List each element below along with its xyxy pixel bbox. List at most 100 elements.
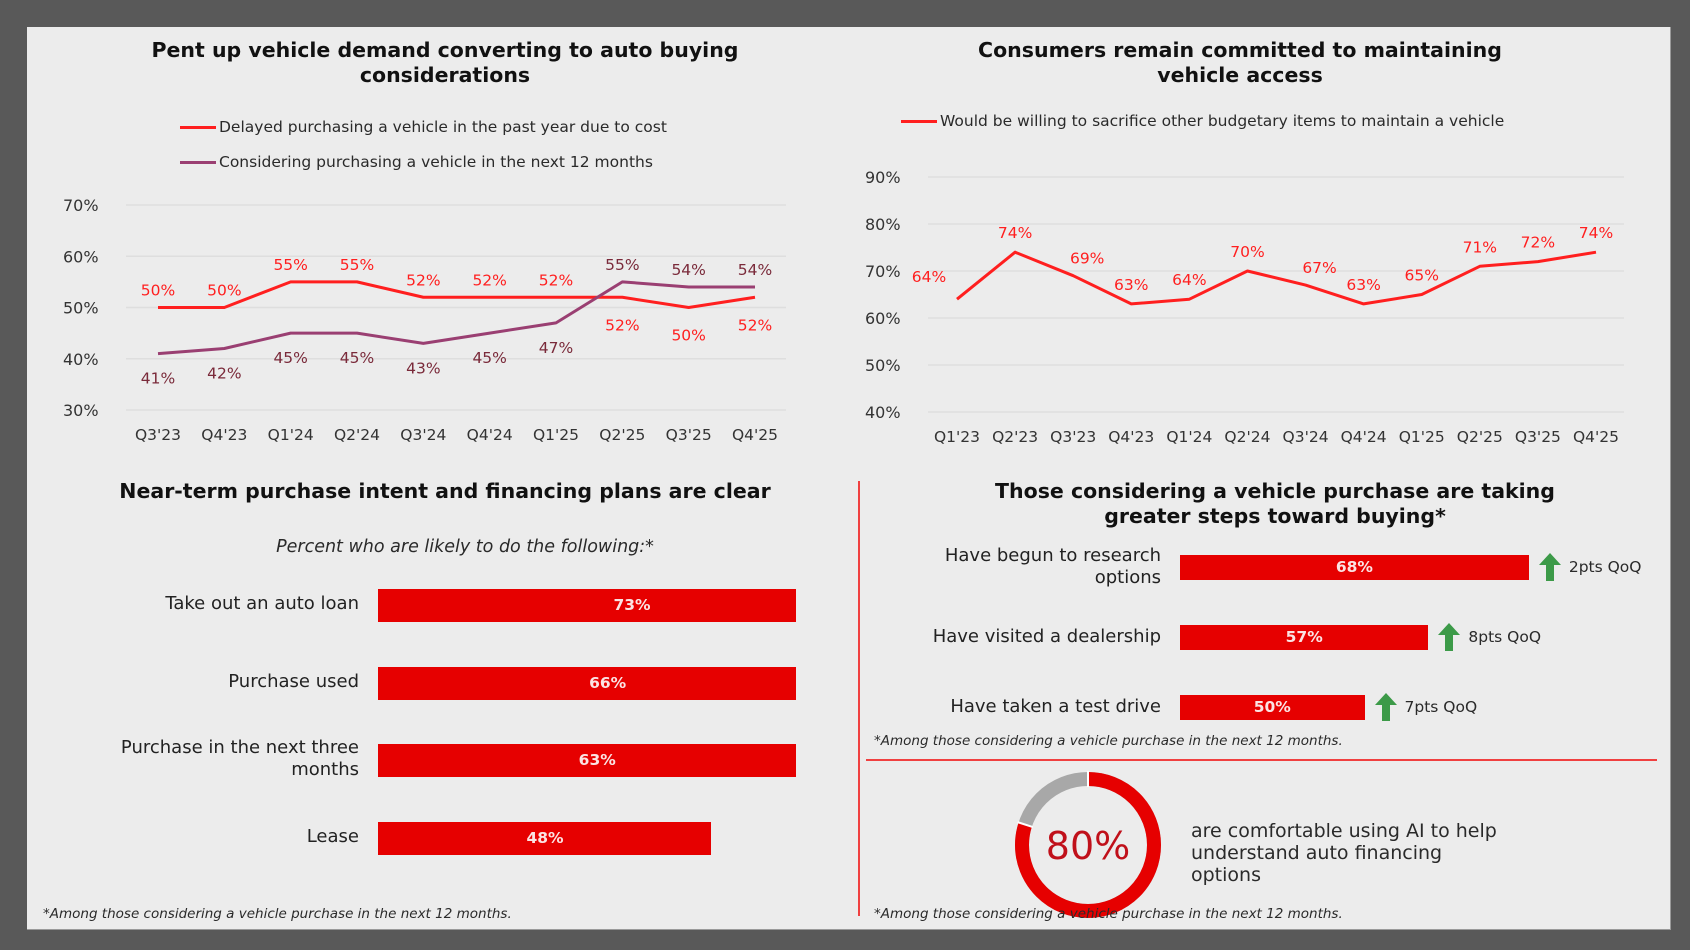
bar-category-label: Lease [306,826,359,847]
bar [1180,625,1429,650]
bar [1180,555,1529,580]
series-line-0 [956,250,1597,306]
data-label: 54% [671,261,705,279]
bar-category-label: Have visited a dealership [932,626,1161,647]
data-label: 71% [1463,238,1497,256]
data-label: 55% [273,256,307,274]
x-tick-label: Q1'24 [268,426,314,444]
y-tick-label: 90% [865,168,901,187]
bar-value-label: 68% [1335,558,1373,576]
donut-value-label: 80% [1046,824,1130,868]
data-label: 52% [539,271,573,289]
data-label: 42% [207,365,241,383]
x-tick-label: Q4'25 [1573,428,1619,446]
data-label: 52% [472,271,506,289]
data-label: 45% [472,349,506,367]
bar-value-label: 66% [589,674,627,692]
data-label: 64% [1172,271,1206,289]
y-tick-label: 80% [865,215,901,234]
data-label: 69% [1070,250,1104,268]
qoq-change: 8pts QoQ [1438,623,1541,651]
bar [378,589,796,622]
vertical-divider [858,481,860,916]
y-tick-label: 70% [63,196,99,215]
qoq-change: 7pts QoQ [1374,693,1477,721]
arrow-up-icon [1538,553,1561,581]
x-tick-label: Q1'24 [1166,428,1212,446]
x-tick-label: Q1'25 [1399,428,1445,446]
donut-footnote: *Among those considering a vehicle purch… [874,906,1343,922]
x-tick-label: Q2'23 [992,428,1038,446]
x-tick-label: Q4'23 [1108,428,1154,446]
bar-value-label: 63% [578,751,616,769]
qoq-change-label: 2pts QoQ [1568,558,1642,576]
data-label: 63% [1114,276,1148,294]
y-tick-label: 40% [63,350,99,369]
data-label: 74% [998,224,1032,242]
bar [378,744,796,777]
chart2-line-chart: 90% 80% 70% 60% 50% 40% Q1'23 Q2'23 Q3'23 Q4'23 Q1… [865,168,1624,446]
chart2-legend-item: Would be willing to sacrifice other budg… [901,112,1504,130]
data-label: 47% [539,339,573,357]
chart1-title: Pent up vehicle demand converting to aut… [151,38,739,87]
data-label: 55% [340,256,374,274]
donut-chart: 80% [1015,771,1161,918]
chart1-line-chart: 70% 60% 50% 40% 30% Q3'23 Q4'23 Q1'24 Q2'24 Q3'24… [63,196,786,444]
bar-category-label: Have begun to research options [944,545,1161,588]
y-tick-label: 40% [865,403,901,422]
data-label: 74% [1579,224,1613,242]
bar-category-label: Purchase in the next three months [120,737,359,780]
data-label: 41% [141,370,175,388]
data-label: 67% [1302,259,1336,277]
x-tick-label: Q1'23 [934,428,980,446]
bar-category-label: Purchase used [228,671,359,692]
x-tick-label: Q3'23 [135,426,181,444]
legend-swatch-red [901,119,937,123]
chart4-title: Those considering a vehicle purchase are… [995,479,1555,528]
y-tick-label: 60% [63,247,99,266]
x-tick-label: Q4'24 [1341,428,1387,446]
bar-value-label: 73% [613,596,651,614]
x-tick-label: Q2'24 [334,426,380,444]
bar-value-label: 50% [1253,698,1291,716]
x-tick-label: Q2'24 [1224,428,1270,446]
chart2-title: Consumers remain committed to maintainin… [978,38,1502,87]
qoq-change: 2pts QoQ [1538,553,1642,581]
chart1-legend-item-delayed: Delayed purchasing a vehicle in the past… [180,118,667,136]
data-label: 72% [1521,234,1555,252]
x-tick-label: Q3'25 [1515,428,1561,446]
y-tick-label: 60% [865,309,901,328]
data-label: 50% [141,282,175,300]
data-label: 45% [273,349,307,367]
legend-label: Delayed purchasing a vehicle in the past… [219,118,667,136]
bar-category-label: Take out an auto loan [165,593,359,614]
data-label: 52% [406,271,440,289]
bar [378,822,712,855]
data-label: 50% [207,282,241,300]
x-tick-label: Q3'25 [666,426,712,444]
donut-separator [1017,821,1034,829]
x-tick-label: Q4'23 [201,426,247,444]
legend-label: Considering purchasing a vehicle in the … [219,153,653,171]
data-label: 64% [912,268,946,286]
data-label: 55% [605,256,639,274]
bar [378,667,796,700]
data-label: 45% [340,349,374,367]
series-line-0 [158,280,756,309]
data-label: 43% [406,359,440,377]
chart4-footnote: *Among those considering a vehicle purch… [874,733,1343,749]
x-tick-label: Q4'25 [732,426,778,444]
legend-swatch-red [180,125,216,129]
data-label: 54% [738,261,772,279]
bar [1180,695,1365,720]
bar-category-label: Have taken a test drive [950,696,1161,717]
data-label: 65% [1405,267,1439,285]
chart3-title: Near-term purchase intent and financing … [119,479,771,503]
chart3-subtitle: Percent who are likely to do the followi… [276,537,654,557]
data-label: 70% [1230,243,1264,261]
legend-swatch-purple [180,160,216,164]
horizontal-divider [866,759,1657,761]
x-tick-label: Q3'24 [400,426,446,444]
data-label: 52% [738,316,772,334]
y-tick-label: 50% [865,356,901,375]
